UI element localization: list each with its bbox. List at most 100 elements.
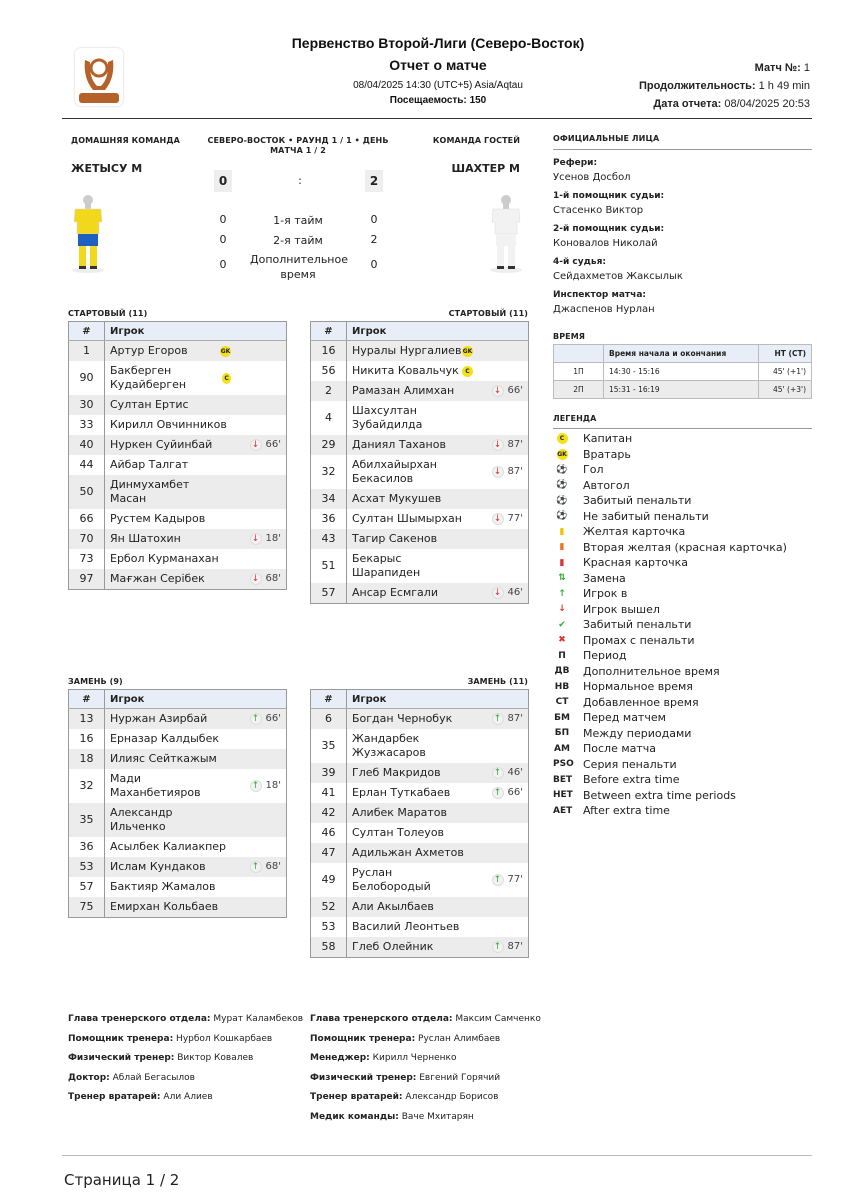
player-number: 53 <box>310 917 347 937</box>
player-number: 13 <box>68 708 105 729</box>
period-label: 2-я тайм <box>273 234 323 247</box>
report-title: Отчет о матче <box>389 57 487 73</box>
player-name: Ансар Есмгали <box>352 586 438 599</box>
player-number: 73 <box>68 549 105 569</box>
legend-text: Забитый пенальти <box>583 618 692 632</box>
player-name: Нуркен Суйинбай <box>110 438 213 451</box>
event-minute: 87' <box>507 466 523 477</box>
staff-role: Менеджер: <box>310 1053 370 1064</box>
attendance: Посещаемость: 150 <box>0 95 848 106</box>
substitution-event: ↑ 77' <box>491 873 523 887</box>
legend-text: Игрок вышел <box>583 602 660 616</box>
player-cell: Илияс Сейткажым <box>104 749 287 769</box>
legend-item: ▮ Желтая карточка <box>553 524 812 540</box>
player-name: Абилхайырхан Бекасилов <box>352 458 437 485</box>
staff-name: Аблай Бегасылов <box>112 1072 195 1083</box>
period-away-score: 2 <box>370 233 378 246</box>
player-in-icon: ↑ <box>249 861 262 873</box>
player-row: 51 Бекарыс Шарапиден <box>310 549 529 583</box>
player-cell: Шахсултан Зубайдилда <box>347 401 529 435</box>
legend-icon: ✔ <box>558 619 566 630</box>
player-number: 32 <box>310 455 347 489</box>
substitution-event: ↑ 46' <box>491 766 523 780</box>
legend-item: ⚽ Гол <box>553 462 812 478</box>
legend-icon: ⚽ <box>556 495 568 506</box>
legend-icon: СТ <box>555 697 569 708</box>
event-minute: 66' <box>507 787 523 798</box>
legend-text: Before extra time <box>583 773 680 787</box>
player-name: Александр Ильченко <box>110 806 173 833</box>
player-cell: Асхат Мукушев <box>346 489 529 509</box>
legend-text: Добавленное время <box>583 695 699 709</box>
home-staff: Глава тренерского отдела: Мурат Каламбек… <box>68 1014 303 1112</box>
player-out-icon: ↓ <box>249 533 262 545</box>
player-number: 42 <box>310 803 347 823</box>
legend-text: Между периодами <box>583 726 692 740</box>
player-cell: Ян Шатохин ↓ 18' <box>104 529 287 549</box>
player-name: Василий Леонтьев <box>352 920 460 933</box>
period-label: 1-я тайм <box>273 214 323 227</box>
legend-icon: ⚽ <box>556 464 568 475</box>
player-row: 35 Александр Ильченко <box>68 803 287 837</box>
event-minute: 18' <box>265 533 281 544</box>
event-minute: 87' <box>507 713 523 724</box>
player-row: 50 Динмухамбет Масан <box>68 475 287 509</box>
substitution-event: ↑ 68' <box>249 860 281 874</box>
player-name: Глеб Макридов <box>352 766 441 779</box>
away-score: 2 <box>365 170 383 192</box>
staff-member: Физический тренер: Евгений Горячий <box>310 1073 541 1093</box>
player-row: 4 Шахсултан Зубайдилда <box>310 401 529 435</box>
player-number: 66 <box>68 509 105 529</box>
player-row: 90 Бакберген Кудайберген C <box>68 361 287 395</box>
player-number: 30 <box>68 395 105 415</box>
player-name: Рустем Кадыров <box>110 512 206 525</box>
player-number: 6 <box>310 708 347 729</box>
player-row: 70 Ян Шатохин ↓ 18' <box>68 529 287 549</box>
legend-item: HET Between extra time periods <box>553 788 812 804</box>
player-row: 53 Василий Леонтьев <box>310 917 529 937</box>
away-starting-table: # Игрок 16 Нуралы Нургалиев GK 56 Никита Ковал… <box>310 321 529 604</box>
player-number: 16 <box>310 340 347 361</box>
player-cell: Мағжан Серібек ↓ 68' <box>104 569 287 590</box>
player-row: 97 Мағжан Серібек ↓ 68' <box>68 569 287 590</box>
player-name: Рамазан Алимхан <box>352 384 455 397</box>
event-minute: 68' <box>265 861 281 872</box>
player-row: 49 Руслан Белобородый ↑ 77' <box>310 863 529 897</box>
duration-label: Продолжительность: <box>638 80 756 92</box>
staff-role: Медик команды: <box>310 1111 399 1122</box>
player-row: 66 Рустем Кадыров <box>68 509 287 529</box>
player-name: Ерназар Калдыбек <box>110 732 220 745</box>
legend-text: Перед матчем <box>583 711 666 725</box>
player-cell: Богдан Чернобук ↑ 87' <box>346 708 529 729</box>
officials-section: ОФИЦИАЛЬНЫЕ ЛИЦА Рефери: Усенов Досбол 1-й… <box>553 120 812 315</box>
goalkeeper-badge-icon: GK <box>462 345 473 357</box>
period-away-score: 0 <box>370 213 378 226</box>
substitution-event: ↓ 46' <box>491 586 523 600</box>
player-cell: Рустем Кадыров <box>105 509 287 529</box>
staff-role: Глава тренерского отдела: <box>310 1014 453 1024</box>
time-table: Время начала и окончания НТ (СТ) 1П 14:30 -… <box>553 344 813 399</box>
player-row: 16 Нуралы Нургалиев GK <box>310 340 529 361</box>
player-number: 39 <box>310 763 347 783</box>
player-name: Артур Егоров <box>110 344 188 357</box>
player-name: Тагир Сакенов <box>352 532 438 545</box>
player-out-icon: ↓ <box>491 513 504 525</box>
player-row: 6 Богдан Чернобук ↑ 87' <box>310 708 529 729</box>
col-time-range: Время начала и окончания <box>603 344 759 363</box>
player-cell: Глеб Макридов ↑ 46' <box>346 763 529 783</box>
player-number: 4 <box>310 401 347 435</box>
official-name: Стасенко Виктор <box>553 205 644 216</box>
player-row: 57 Ансар Есмгали ↓ 46' <box>310 583 529 604</box>
player-out-icon: ↓ <box>491 587 504 599</box>
away-starting-label: СТАРТОВЫЙ (11) <box>448 309 528 318</box>
table-header: # Игрок <box>310 321 529 341</box>
player-name: Ербол Курманахан <box>110 552 219 565</box>
period-duration: 45' (+1') <box>757 362 813 381</box>
player-in-icon: ↑ <box>249 713 262 725</box>
player-cell: Ербол Курманахан <box>105 549 287 569</box>
player-cell: Бакберген Кудайберген C <box>105 361 287 395</box>
player-row: 44 Айбар Талгат <box>68 455 287 475</box>
legend-text: Промах с пенальти <box>583 633 695 647</box>
player-row: 42 Алибек Маратов <box>310 803 529 823</box>
col-period <box>553 344 604 363</box>
